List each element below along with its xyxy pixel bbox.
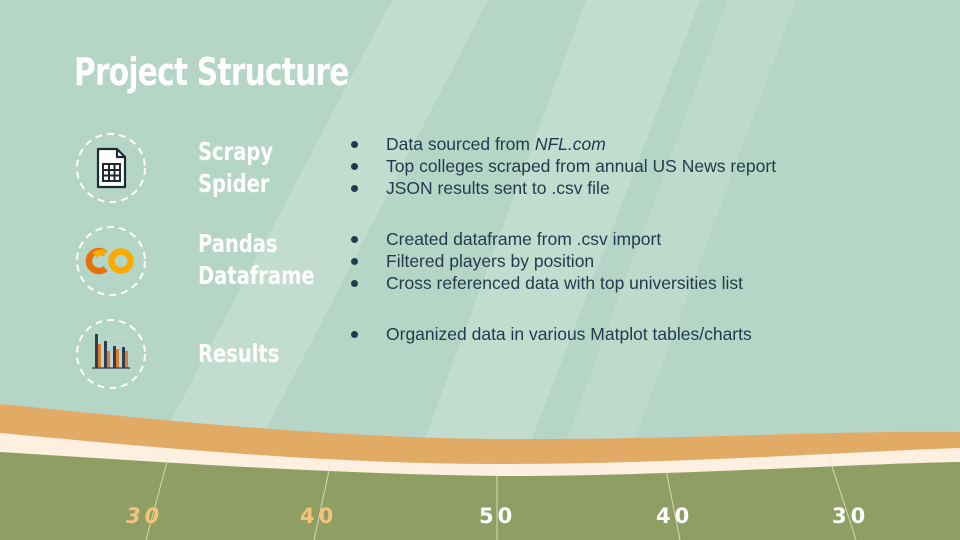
yard-number: 30 <box>126 504 164 528</box>
section-label-pandas-dataframe: Pandas Dataframe <box>198 228 315 292</box>
yard-number: 30 <box>832 504 870 528</box>
section-label-results: Results <box>198 338 279 370</box>
yard-number: 40 <box>300 504 338 528</box>
bullet-item: Organized data in various Matplot tables… <box>350 323 752 345</box>
yard-lines <box>145 457 857 540</box>
section-label-line: Pandas <box>198 229 278 258</box>
bullet-item: Cross referenced data with top universit… <box>350 272 743 294</box>
section-label-line: Dataframe <box>198 261 315 290</box>
bullet-emphasis: NFL.com <box>534 134 606 154</box>
bullet-item: Top colleges scraped from annual US News… <box>350 155 776 177</box>
page-title: Project Structure <box>74 50 349 94</box>
section-label-line: Spider <box>198 169 270 198</box>
section-label-scrapy-spider: Scrapy Spider <box>198 136 273 200</box>
background-stripe <box>552 0 796 480</box>
section-label-line: Scrapy <box>198 137 274 166</box>
section-label-line: Results <box>198 339 280 368</box>
yard-number: 50 <box>479 504 517 528</box>
bullet-item: Filtered players by position <box>350 250 743 272</box>
bullet-list-scrapy: Data sourced from NFL.com Top colleges s… <box>350 133 776 199</box>
bullet-item: Data sourced from NFL.com <box>350 133 776 155</box>
colab-logo-icon <box>76 226 146 296</box>
bullet-list-pandas: Created dataframe from .csv import Filte… <box>350 228 743 294</box>
background-stripe <box>410 0 700 480</box>
bullet-list-results: Organized data in various Matplot tables… <box>350 323 752 345</box>
bullet-item: JSON results sent to .csv file <box>350 177 776 199</box>
turf <box>0 452 960 540</box>
bullet-item: Created dataframe from .csv import <box>350 228 743 250</box>
spreadsheet-icon <box>76 133 146 203</box>
yard-number: 40 <box>656 504 694 528</box>
background-stripe <box>140 0 488 480</box>
bar-chart-icon <box>76 319 146 389</box>
bullet-text: Data sourced from <box>386 134 535 154</box>
